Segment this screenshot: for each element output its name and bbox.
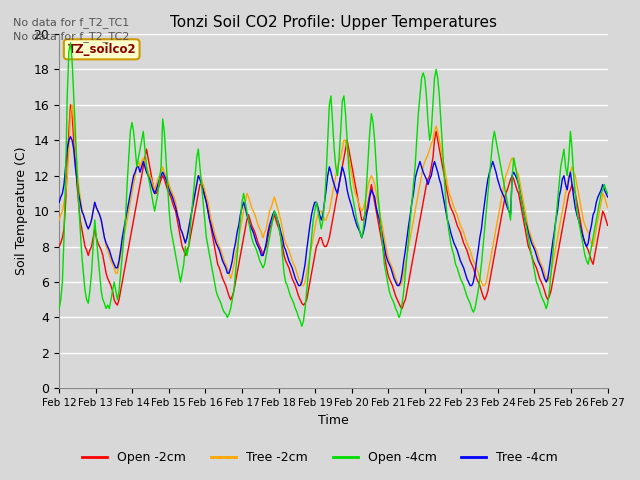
Legend: Open -2cm, Tree -2cm, Open -4cm, Tree -4cm: Open -2cm, Tree -2cm, Open -4cm, Tree -4… bbox=[77, 446, 563, 469]
Text: No data for f_T2_TC2: No data for f_T2_TC2 bbox=[13, 31, 129, 42]
Text: No data for f_T2_TC1: No data for f_T2_TC1 bbox=[13, 17, 129, 28]
Y-axis label: Soil Temperature (C): Soil Temperature (C) bbox=[15, 147, 28, 276]
X-axis label: Time: Time bbox=[318, 414, 349, 427]
Text: TZ_soilco2: TZ_soilco2 bbox=[67, 43, 136, 56]
Title: Tonzi Soil CO2 Profile: Upper Temperatures: Tonzi Soil CO2 Profile: Upper Temperatur… bbox=[170, 15, 497, 30]
